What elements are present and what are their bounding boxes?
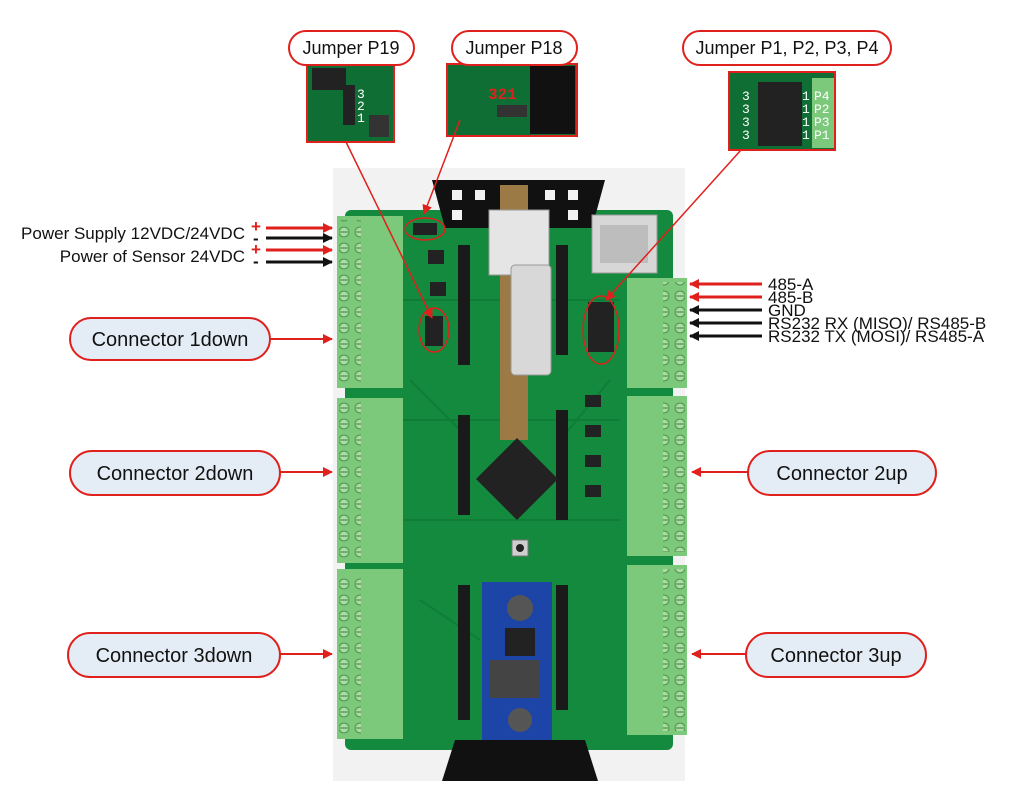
p18-pins: 321 <box>488 86 517 104</box>
p19-pin-1: 1 <box>357 111 365 126</box>
callout-connector-3up: Connector 3up <box>745 632 927 678</box>
p1p4-row-1-name: P2 <box>814 102 830 117</box>
connector-3down-label: Connector 3down <box>96 645 253 667</box>
p1p4-row-3-name: P1 <box>814 128 830 143</box>
p1p4-row-2-mid: 1 <box>802 115 810 130</box>
callout-connector-3down: Connector 3down <box>67 632 281 678</box>
callout-jumper-p1-p4: Jumper P1, P2, P3, P4 <box>682 30 892 66</box>
callout-jumper-p19: Jumper P19 <box>288 30 415 66</box>
power-supply-label: Power Supply 12VDC/24VDC <box>21 224 245 243</box>
inset-p1-p4-rows: 3 1 P4 3 1 P2 3 1 P3 3 1 P1 <box>742 89 830 143</box>
highlight-p19 <box>418 307 450 353</box>
connector-1down-label: Connector 1down <box>92 329 249 351</box>
comm-line-485a: 485-A <box>768 275 814 294</box>
callout-connector-2down: Connector 2down <box>69 450 281 496</box>
comm-line-tx: RS232 TX (MOSI)/ RS485-A <box>768 327 985 346</box>
p1p4-row-3-left: 3 <box>742 128 750 143</box>
board-jumper-p19 <box>425 316 443 346</box>
p1p4-row-0-left: 3 <box>742 89 750 104</box>
comm-line-rx: RS232 RX (MISO)/ RS485-B <box>768 314 986 333</box>
connector-2up-label: Connector 2up <box>776 463 907 485</box>
supply-plus-sign: + <box>251 217 261 236</box>
p1p4-row-2-name: P3 <box>814 115 830 130</box>
p19-pin-2: 2 <box>357 99 365 114</box>
sensor-plus-sign: + <box>251 240 261 259</box>
comm-line-gnd: GND <box>768 301 806 320</box>
bottom-bracket <box>442 740 598 781</box>
p1p4-row-0-name: P4 <box>814 89 830 104</box>
highlight-p1-p4 <box>582 295 620 365</box>
p1p4-row-1-mid: 1 <box>802 102 810 117</box>
highlight-p18 <box>404 217 446 241</box>
supply-minus-sign: - <box>253 229 259 248</box>
board-jumper-p18 <box>413 223 437 235</box>
connector-3up-label: Connector 3up <box>770 645 901 667</box>
mcu-chip <box>475 437 559 521</box>
callout-jumper-p19-label: Jumper P19 <box>302 38 399 58</box>
p1p4-row-0-mid: 1 <box>802 89 810 104</box>
p1p4-row-3-mid: 1 <box>802 128 810 143</box>
p19-pin-3: 3 <box>357 87 365 102</box>
p1p4-row-1-left: 3 <box>742 102 750 117</box>
inset-p19-pins: 3 2 1 <box>357 87 365 126</box>
sensor-minus-sign: - <box>253 252 259 271</box>
inset-p1-p4 <box>728 71 836 151</box>
inset-p18 <box>446 63 578 137</box>
inset-p19 <box>306 59 395 143</box>
callout-jumper-p18: Jumper P18 <box>451 30 578 66</box>
comm-line-485b: 485-B <box>768 288 813 307</box>
callout-connector-1down: Connector 1down <box>69 317 271 361</box>
board-photo <box>333 168 687 781</box>
callout-jumper-p1-p4-label: Jumper P1, P2, P3, P4 <box>695 38 878 58</box>
p1p4-row-2-left: 3 <box>742 115 750 130</box>
power-sensor-label: Power of Sensor 24VDC <box>60 247 245 266</box>
callout-connector-2up: Connector 2up <box>747 450 937 496</box>
callout-jumper-p18-label: Jumper P18 <box>465 38 562 58</box>
board-jumper-p1-p4 <box>588 302 614 352</box>
connector-2down-label: Connector 2down <box>97 463 254 485</box>
